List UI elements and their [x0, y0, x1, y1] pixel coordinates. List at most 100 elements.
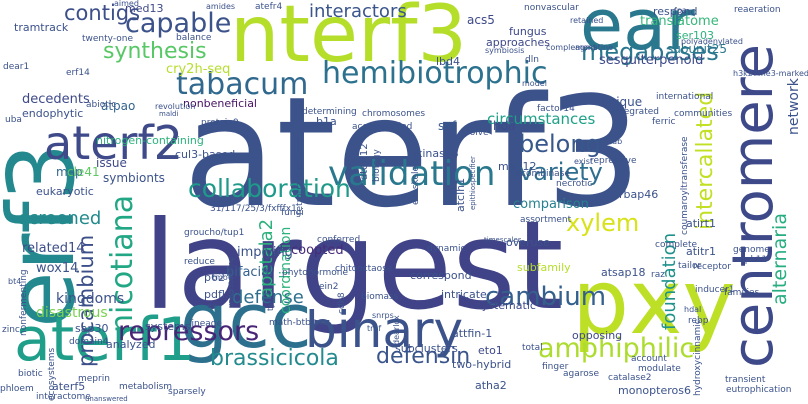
word-recombinase: recombinase: [512, 169, 570, 179]
word-binary: binary: [305, 301, 464, 359]
word-finger: finger: [542, 362, 569, 372]
word-chitooctaose: chitooctaose: [335, 264, 393, 274]
word-abiotic: abiotic: [86, 100, 117, 110]
word-aterf2: aterf2: [44, 116, 183, 170]
word-biotic: biotic: [18, 369, 43, 379]
word-issue: issue: [96, 156, 127, 170]
word-communities: communities: [674, 109, 733, 119]
word-factor14: factor14: [537, 104, 575, 114]
word-nterf3: nterf3: [230, 0, 468, 80]
word-kingdoms: kingdoms: [56, 291, 125, 307]
word-catalase2: catalase2: [608, 373, 652, 383]
word-ein2: ein2: [319, 282, 339, 292]
word-b1a: b1a: [316, 115, 337, 128]
word-fpa: fpa: [674, 6, 687, 15]
word-fungi: fungi: [281, 208, 304, 218]
word-determining: determining: [302, 107, 357, 117]
word-dln: dln: [525, 55, 539, 65]
word-aimed: aimed: [114, 0, 139, 8]
word-amides: amides: [206, 2, 236, 11]
word-respond: respond: [653, 5, 698, 18]
word-defensin: defensin: [376, 344, 471, 369]
word-en: en: [207, 301, 217, 310]
word-sesquiterpenoid: sesquiterpenoid: [599, 53, 704, 68]
word-subclusters: subclusters: [395, 342, 458, 355]
word-atitr1: atitr1: [686, 245, 716, 258]
word-coopted: coopted: [291, 243, 344, 258]
word-aterf5: aterf5: [52, 380, 86, 393]
word-inducer1: inducer1: [695, 285, 735, 295]
word-cle41: cle41: [67, 165, 100, 179]
word-pxy: pxy: [572, 250, 736, 355]
word-map: map: [56, 165, 83, 179]
word-erf14: erf14: [66, 68, 90, 78]
word-bt4: bt4: [8, 277, 22, 286]
word-correspond: correspond: [410, 269, 472, 282]
word-dearlox: dearlox: [392, 315, 401, 345]
word-atpao: atpao: [101, 99, 136, 113]
word-megabases: megabases: [581, 38, 719, 66]
word-atclh1: atclh1: [454, 177, 467, 212]
word-protein9: protein9: [201, 118, 239, 128]
word-screened: screened: [19, 208, 102, 229]
word-lineage: lineage: [189, 319, 223, 329]
word-retained: retained: [570, 16, 604, 25]
word-phytohormone: phytohormone: [282, 268, 349, 278]
word-polyadenylated: polyadenylated: [681, 37, 743, 46]
word-aterf12: aterf12: [359, 143, 370, 180]
word-systematic: systematic: [476, 299, 536, 312]
word-validation: validation: [328, 154, 496, 194]
word-contigs: contigs: [64, 1, 141, 25]
word-wox14: wox14: [36, 261, 79, 276]
word-p62: p62: [204, 271, 225, 284]
word-lbd4: lbd4: [436, 55, 461, 68]
word-sap30: sap30: [75, 322, 109, 335]
word-variety: variety: [519, 158, 603, 186]
word-nitrogen-containing: nitrogen-containing: [96, 134, 204, 147]
word-snf: snf: [438, 119, 457, 133]
word-ferric: ferric: [652, 117, 676, 127]
word-eukaryotic: eukaryotic: [36, 185, 94, 198]
word-agarose: agarose: [563, 369, 599, 379]
word-understanding: understanding: [227, 257, 235, 308]
word-metabolism: metabolism: [119, 382, 173, 392]
word-ub: ub: [612, 137, 623, 146]
word-fungus: fungus: [509, 25, 547, 38]
word-ecosystems: ecosystems: [47, 347, 57, 401]
word-decedents: decedents: [22, 92, 90, 107]
word-complement: complement: [546, 43, 597, 52]
word-brassicicola: brassicicola: [210, 346, 339, 371]
word-acs5: acs5: [467, 13, 495, 27]
word-translatome: translatome: [640, 14, 719, 29]
word-epithiospecifier: epithiospecifier: [469, 156, 477, 210]
word-reduce: reduce: [184, 257, 215, 267]
word-circumstances: circumstances: [487, 110, 596, 128]
word-two-hybrid: two-hybrid: [452, 358, 512, 371]
word-xylem: xylem: [566, 209, 640, 237]
word-h3k27me3-marked: h3k27me3-marked: [733, 69, 808, 78]
word-hdal: hdal: [684, 305, 702, 314]
word-genome: genome: [733, 245, 770, 255]
word-sparsely: sparsely: [168, 387, 206, 397]
word-complete: complete: [655, 240, 698, 250]
word-groucho/tup1: groucho/tup1: [184, 228, 245, 238]
word-rbap46: rbap46: [619, 188, 659, 201]
word-network: network: [786, 78, 802, 135]
word-snrps: snrps: [372, 311, 394, 320]
word-coumaroyltransferase: coumaroyltransferase: [680, 136, 690, 235]
word-med12: med12: [498, 160, 537, 173]
word-tailor: tailor: [678, 261, 702, 271]
word-modulate: modulate: [638, 364, 681, 374]
word-nonfermenting: nonfermenting: [19, 269, 29, 336]
word-31/117/25/3/fxfffx1: 31/117/25/3/fxfffx1: [210, 204, 297, 214]
word-overuse: overuse: [506, 236, 550, 249]
word-atsap18: atsap18: [601, 266, 646, 279]
word-monopteros6: monopteros6: [618, 384, 691, 397]
word-implying: implying: [237, 245, 293, 260]
word-revolution: revolution: [155, 102, 196, 111]
word-biomass: biomass: [361, 292, 399, 302]
word-analyzed: analyzed: [106, 338, 156, 351]
word-collaboration: collaboration: [188, 174, 351, 203]
word-symbionts: symbionts: [103, 171, 165, 185]
